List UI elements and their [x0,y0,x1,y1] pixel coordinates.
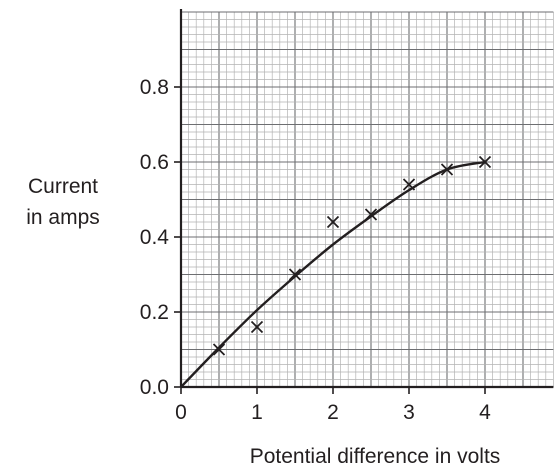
data-point [212,343,226,356]
y-axis-label-line-1: Current [28,175,98,198]
tick-labels: 0.0 0.2 0.4 0.6 0.8 0 1 2 3 4 [140,76,491,424]
x-tick-label: 3 [403,401,415,424]
data-points-layer [212,155,492,356]
x-tick-label: 1 [251,401,263,424]
y-tick-label: 0.4 [140,226,170,249]
best-fit-curve-layer [180,160,486,388]
grid [180,11,554,388]
data-point [440,163,454,176]
y-axis-label-line-2: in amps [26,206,100,229]
data-point-stroke [402,178,416,191]
data-point-stroke [326,215,340,229]
data-point [288,268,302,281]
y-tick-label: 0.8 [140,76,169,99]
data-point-stroke [288,268,302,281]
x-tick-label: 0 [175,401,187,424]
data-point [326,215,340,229]
best-fit-curve [180,160,486,388]
x-tick-label: 2 [327,401,339,424]
data-point [250,320,264,334]
data-point-stroke [440,163,454,176]
y-tick-label: 0.6 [140,151,169,174]
data-point-stroke [364,208,378,221]
x-axis-label: Potential difference in volts [250,445,501,468]
data-point-stroke [478,155,492,169]
y-tick-label: 0.2 [140,301,169,324]
x-tick-label: 4 [479,401,491,424]
data-point-stroke [212,343,226,356]
data-point [364,208,378,221]
data-point [402,178,416,191]
y-tick-label: 0.0 [140,376,169,399]
data-point [478,155,492,169]
data-point-stroke [250,320,264,334]
axes [179,9,554,389]
